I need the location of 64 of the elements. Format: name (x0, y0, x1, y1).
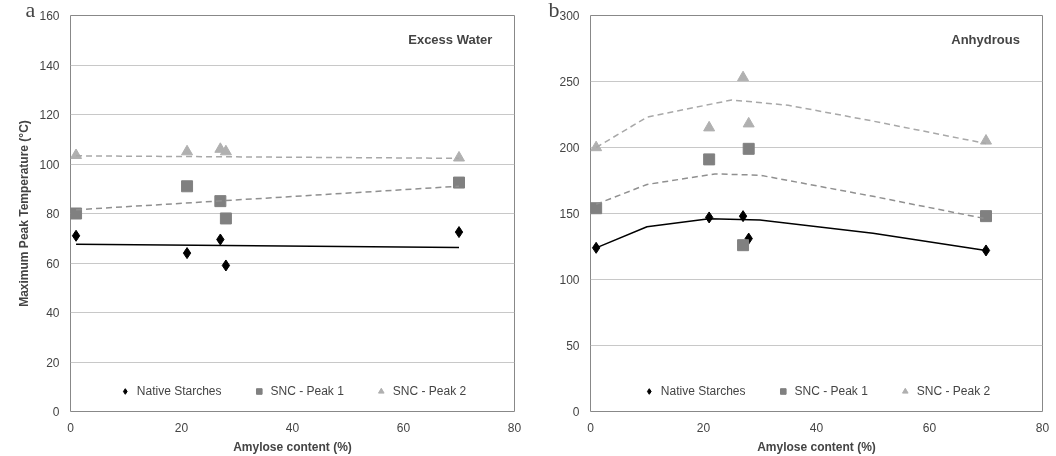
point (590, 140, 603, 152)
y-axis-title: Maximum Peak Temperature (°C) (17, 120, 32, 307)
legend-label: Native Starches (136, 384, 222, 398)
text: Excess Water (408, 32, 493, 48)
point (70, 207, 83, 220)
point (454, 226, 464, 239)
point (221, 259, 231, 272)
y-tick-label: 160 (39, 9, 60, 23)
text: b (548, 0, 560, 22)
point (453, 150, 465, 162)
point (181, 144, 194, 156)
y-tick-label: 120 (39, 108, 60, 122)
x-tick-label: 0 (67, 420, 75, 435)
point (219, 144, 232, 156)
x-tick-label: 40 (809, 420, 824, 435)
y-tick-label: 200 (559, 141, 580, 155)
point (703, 120, 716, 132)
legend-label: SNC - Peak 2 (916, 384, 991, 398)
y-tick-label: 50 (566, 339, 580, 353)
point (219, 212, 232, 225)
y-tick-label: 80 (46, 207, 60, 221)
point (980, 210, 992, 223)
y-tick-label: 150 (559, 207, 580, 221)
point (742, 116, 755, 128)
y-tick-label: 300 (559, 9, 580, 23)
x-axis-title: Amylose content (%) (757, 439, 876, 454)
point (181, 180, 194, 193)
point (737, 70, 750, 82)
x-tick-label: 60 (396, 420, 411, 435)
y-tick-label: 100 (39, 157, 60, 172)
y-tick-label: 100 (559, 273, 580, 287)
point (453, 176, 465, 189)
x-tick-label: 0 (587, 420, 595, 435)
x-tick-label: 20 (174, 420, 189, 435)
x-tick-label: 80 (507, 420, 522, 435)
point (182, 247, 192, 260)
point (214, 195, 227, 208)
x-tick-label: 40 (285, 420, 300, 435)
point (737, 239, 750, 252)
y-tick-label: 20 (46, 355, 60, 370)
y-tick-label: 140 (39, 58, 60, 73)
point (703, 153, 716, 166)
y-tick-label: 250 (559, 75, 580, 89)
x-tick-label: 80 (1035, 420, 1050, 435)
text: Anhydrous (951, 32, 1020, 48)
point (980, 134, 992, 145)
point (591, 241, 601, 254)
y-tick-label: 60 (46, 256, 60, 271)
point (742, 142, 755, 155)
y-tick-label: 0 (572, 405, 580, 419)
point (738, 210, 748, 223)
legend-label: SNC - Peak 1 (794, 384, 868, 398)
legend-label: SNC - Peak 1 (270, 384, 344, 398)
text: a (25, 0, 36, 22)
y-tick-label: 40 (46, 306, 60, 320)
point (981, 244, 991, 257)
x-axis-title: Amylose content (%) (233, 439, 352, 454)
y-tick-label: 0 (52, 405, 60, 419)
point (71, 229, 81, 242)
x-tick-label: 20 (696, 420, 711, 435)
x-tick-label: 60 (922, 420, 937, 435)
point (70, 148, 83, 160)
legend-label: SNC - Peak 2 (392, 384, 467, 398)
legend-label: Native Starches (660, 384, 746, 398)
